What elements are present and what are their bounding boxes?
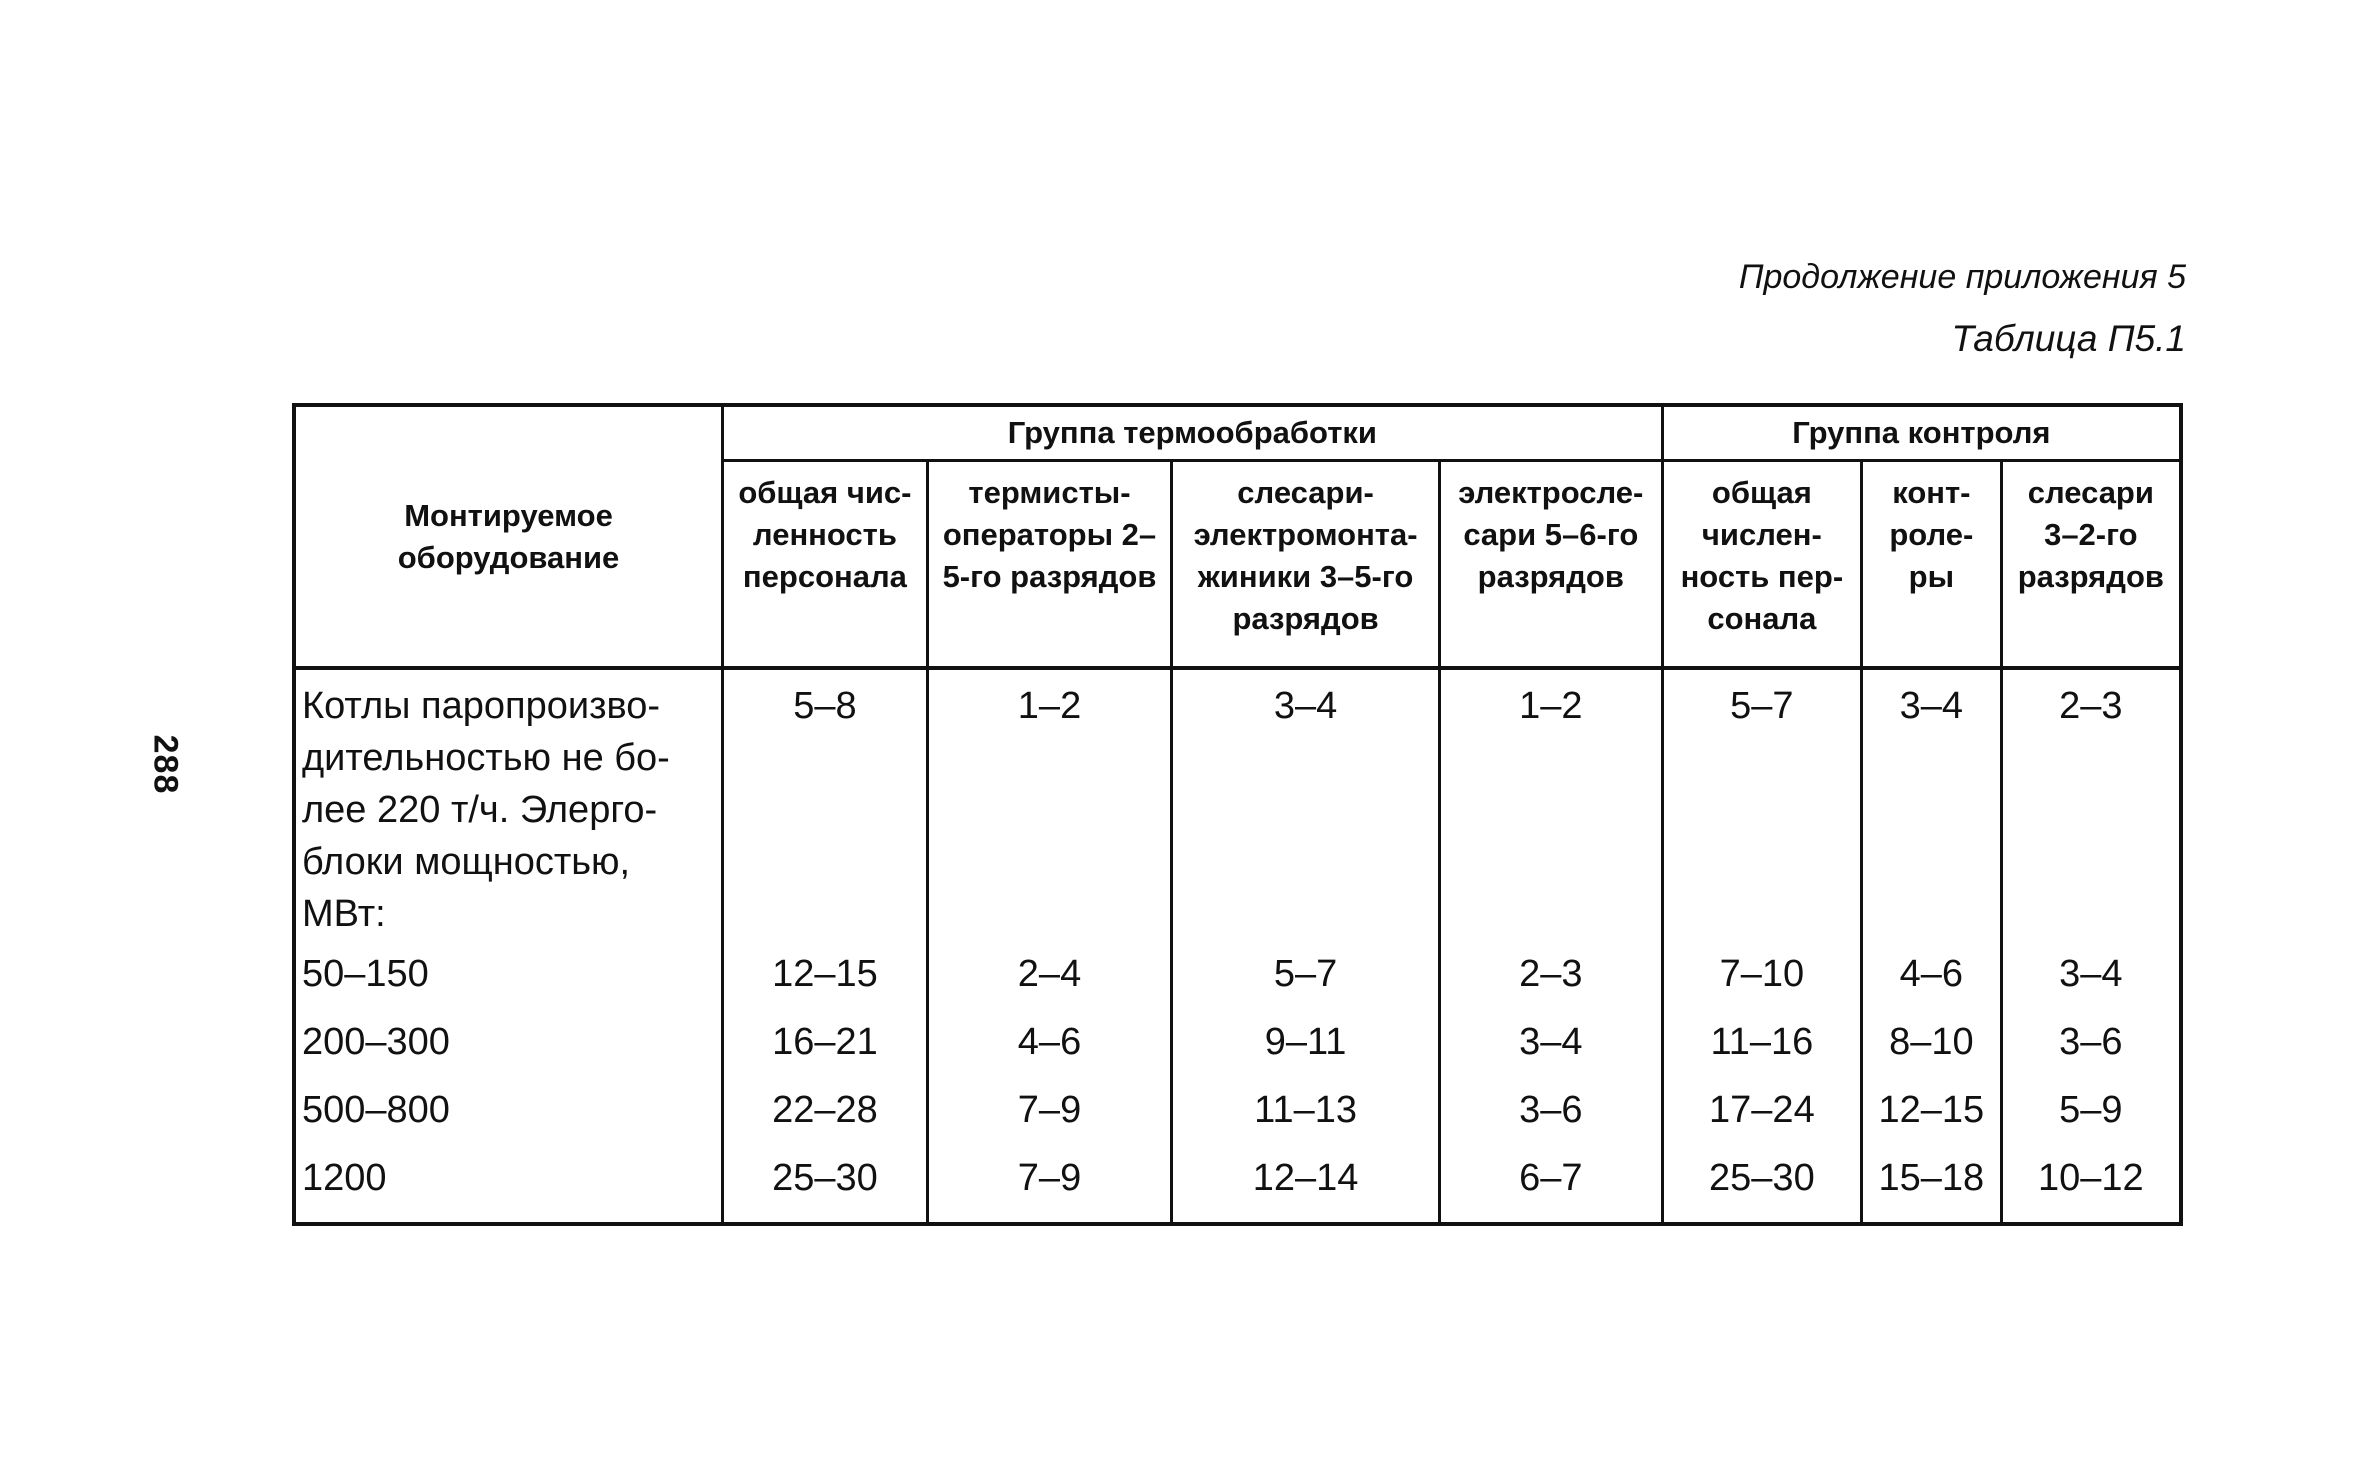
table-header-row-columns: общая чис-ленность персонала термисты-оп… [294,459,2183,670]
column-header: электросле-сари 5–6-го разрядов [1437,459,1664,670]
group-header-control: Группа контроля [1660,403,2183,462]
value-cell: 5–8 [721,668,929,948]
column-header: общая чис-ленность персонала [721,459,929,670]
column-header: слесари-электромонта-жиники 3–5-го разря… [1170,459,1441,670]
value-cell: 15–18 [1860,1152,2003,1224]
table-row: 1200 25–30 7–9 12–14 6–7 25–30 15–18 10–… [292,1152,2183,1224]
value-cell: 6–7 [1437,1152,1664,1224]
value-cell: 11–13 [1170,1084,1441,1152]
value-cell: 3–4 [1437,1016,1664,1084]
column-header: общая числен-ность пер-сонала [1660,459,1864,670]
value-cell: 2–4 [925,948,1174,1016]
value-cell: 25–30 [721,1152,929,1224]
table-header-row-groups: Монтируемое оборудование Группа термообр… [292,403,2183,670]
group-header-heat-treatment: Группа термообработки [721,403,1664,462]
value-cell: 3–4 [1170,668,1441,948]
value-cell: 10–12 [1999,1152,2183,1224]
value-cell: 2–3 [1999,668,2183,948]
value-cell: 9–11 [1170,1016,1441,1084]
value-cell: 11–16 [1660,1016,1864,1084]
value-cell: 1–2 [925,668,1174,948]
value-cell: 3–4 [1999,948,2183,1016]
value-cell: 7–9 [925,1152,1174,1224]
value-cell: 22–28 [721,1084,929,1152]
equipment-cell: Котлы паропроизво-дительностью не бо-лее… [292,668,725,948]
table-row: 50–150 12–15 2–4 5–7 2–3 7–10 4–6 3–4 [292,948,2183,1016]
value-cell: 1–2 [1437,668,1664,948]
column-header: слесари 3–2-го разрядов [1999,459,2183,670]
equipment-cell: 50–150 [292,948,725,1016]
value-cell: 7–9 [925,1084,1174,1152]
value-cell: 3–6 [1999,1016,2183,1084]
value-cell: 2–3 [1437,948,1664,1016]
value-cell: 4–6 [925,1016,1174,1084]
value-cell: 5–9 [1999,1084,2183,1152]
appendix-continuation-caption: Продолжение приложения 5 [1738,258,2186,296]
table-row: Котлы паропроизво-дительностью не бо-лее… [292,668,2183,948]
value-cell: 4–6 [1860,948,2003,1016]
value-cell: 12–15 [721,948,929,1016]
equipment-cell: 500–800 [292,1084,725,1152]
equipment-cell: 200–300 [292,1016,725,1084]
table-row: 200–300 16–21 4–6 9–11 3–4 11–16 8–10 3–… [292,1016,2183,1084]
value-cell: 12–14 [1170,1152,1441,1224]
equipment-cell: 1200 [292,1152,725,1224]
page-number: 288 [146,734,185,795]
value-cell: 7–10 [1660,948,1864,1016]
staffing-table: Монтируемое оборудование Группа термообр… [292,403,2183,1226]
value-cell: 16–21 [721,1016,929,1084]
column-header: термисты-операторы 2–5-го разрядов [925,459,1174,670]
value-cell: 5–7 [1660,668,1864,948]
column-header: конт-роле-ры [1860,459,2003,670]
value-cell: 3–6 [1437,1084,1664,1152]
table-title: Таблица П5.1 [1951,318,2186,359]
value-cell: 8–10 [1860,1016,2003,1084]
value-cell: 12–15 [1860,1084,2003,1152]
value-cell: 17–24 [1660,1084,1864,1152]
value-cell: 5–7 [1170,948,1441,1016]
column-header-equipment: Монтируемое оборудование [292,403,725,670]
value-cell: 3–4 [1860,668,2003,948]
value-cell: 25–30 [1660,1152,1864,1224]
table-row: 500–800 22–28 7–9 11–13 3–6 17–24 12–15 … [292,1084,2183,1152]
